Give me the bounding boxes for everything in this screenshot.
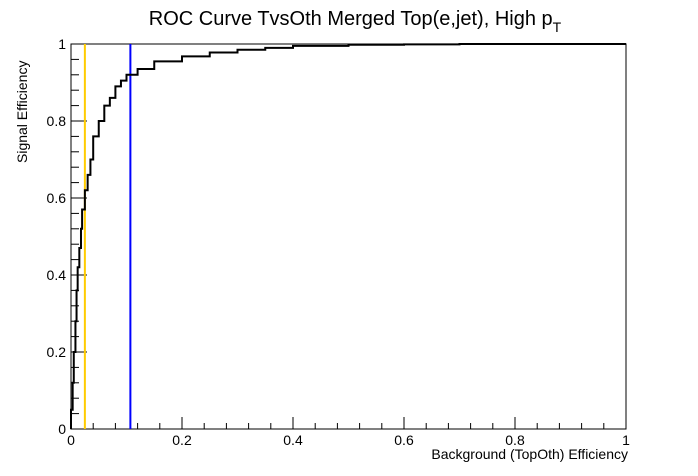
x-tick-label: 1 bbox=[622, 432, 630, 448]
y-axis-label: Signal Efficiency bbox=[14, 61, 30, 163]
roc-curve-point bbox=[70, 428, 72, 430]
roc-curve-point bbox=[181, 60, 183, 62]
x-axis-label: Background (TopOth) Efficiency bbox=[431, 446, 628, 462]
roc-curve-point bbox=[458, 43, 461, 45]
y-tick-label: 0.2 bbox=[47, 344, 67, 360]
roc-curve-point bbox=[514, 43, 516, 45]
roc-curve-point bbox=[125, 79, 128, 82]
roc-curve-point bbox=[103, 120, 105, 122]
roc-curve-point bbox=[81, 228, 83, 230]
roc-curve-point bbox=[89, 174, 92, 176]
roc-curve-point bbox=[74, 351, 77, 353]
roc-curve-point bbox=[347, 45, 350, 47]
x-tick-label: 0 bbox=[67, 432, 75, 448]
roc-curve-point bbox=[569, 43, 572, 45]
roc-curve-point bbox=[120, 85, 122, 87]
roc-curve-point bbox=[72, 409, 74, 411]
plot-frame bbox=[70, 43, 627, 430]
x-tick-label: 0.4 bbox=[283, 432, 303, 448]
y-tick-label: 0.6 bbox=[47, 190, 67, 206]
roc-curve-point bbox=[84, 208, 86, 211]
roc-curve-point bbox=[292, 47, 294, 49]
roc-curve-point bbox=[236, 51, 239, 54]
y-tick-label: 0.4 bbox=[47, 267, 67, 283]
roc-curve-point bbox=[264, 49, 266, 51]
y-tick-label: 0.8 bbox=[47, 113, 67, 129]
chart-title-subscript: T bbox=[553, 19, 562, 35]
roc-curve-line bbox=[70, 43, 626, 429]
y-tick-label: 0 bbox=[58, 421, 66, 437]
roc-curve-point bbox=[80, 247, 82, 249]
roc-curve-point bbox=[78, 266, 80, 268]
roc-curve-point bbox=[137, 74, 139, 76]
roc-curve-point bbox=[92, 158, 94, 161]
x-tick-label: 0.2 bbox=[172, 432, 192, 448]
roc-curve-point bbox=[403, 44, 405, 46]
roc-curve-point bbox=[114, 97, 116, 99]
roc-curve-point bbox=[75, 320, 78, 322]
roc-curve-point bbox=[87, 189, 89, 191]
y-tick-label: 1 bbox=[58, 36, 66, 52]
roc-curve-point bbox=[153, 68, 155, 70]
x-tick-label: 0.8 bbox=[505, 432, 525, 448]
roc-curve-point bbox=[98, 135, 100, 137]
roc-curve-point bbox=[73, 382, 75, 384]
roc-curve-point bbox=[109, 105, 111, 107]
chart-title: ROC Curve TvsOth Merged Top(e,jet), High… bbox=[149, 8, 562, 35]
roc-curve-point bbox=[625, 43, 627, 45]
chart-title-main: ROC Curve TvsOth Merged Top(e,jet), High… bbox=[149, 8, 553, 30]
roc-curve-point bbox=[209, 55, 211, 57]
roc-curve-point bbox=[77, 289, 79, 291]
x-tick-label: 0.6 bbox=[394, 432, 414, 448]
